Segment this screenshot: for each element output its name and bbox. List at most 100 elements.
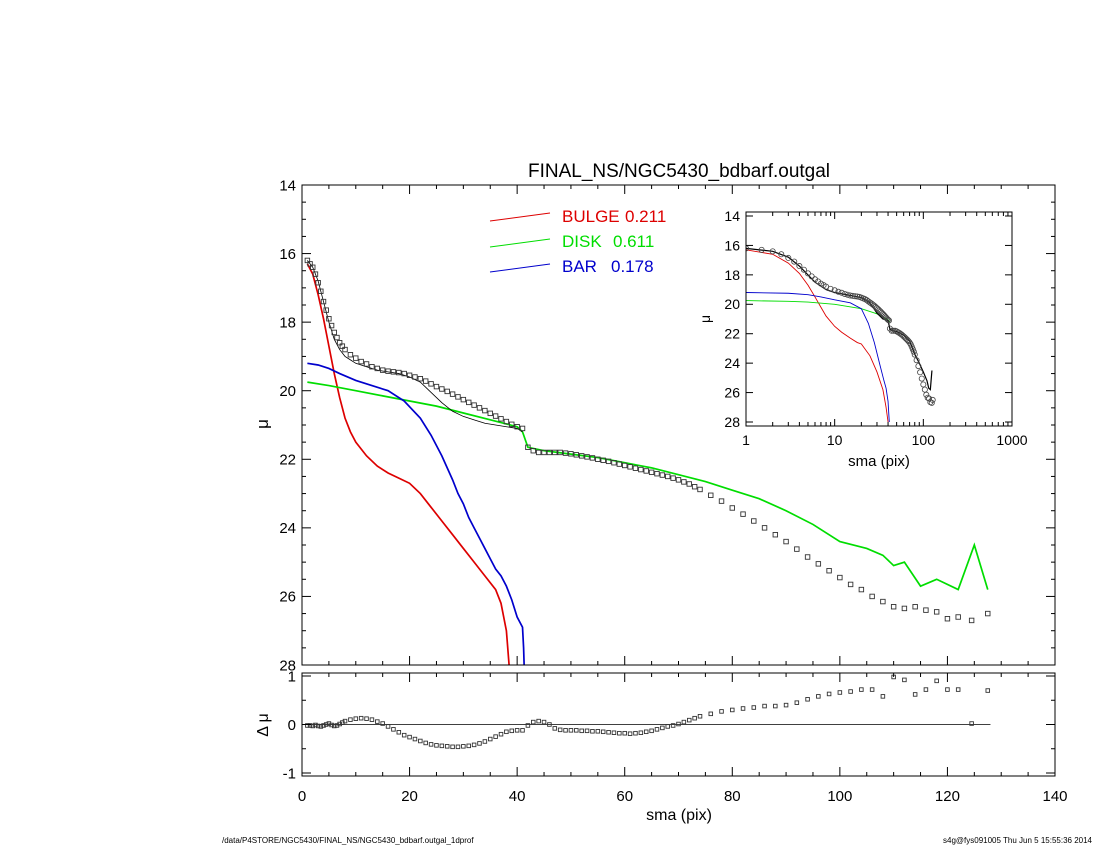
inset-observed-point (791, 258, 798, 265)
inset-ytick-label: 22 (724, 326, 740, 342)
residual-point (391, 727, 396, 732)
residual-point (552, 726, 558, 731)
inset-observed-point (835, 288, 842, 295)
observed-point (968, 617, 975, 624)
residual-point (719, 709, 724, 714)
observed-point (342, 346, 348, 353)
residual-point (348, 717, 353, 722)
inset-ytick-label: 24 (724, 355, 740, 371)
main-ytick-label: 16 (279, 246, 296, 263)
observed-point (901, 605, 908, 612)
footer-timestamp: s4g@fys091005 Thu Jun 5 15:55:36 2014 (943, 836, 1092, 845)
main-ytick-label: 14 (279, 177, 296, 194)
observed-point (944, 616, 951, 622)
residual-point (676, 721, 681, 727)
observed-point (353, 355, 359, 361)
main-plot-axes: 14 16 18 20 22 24 26 28 (279, 177, 1056, 674)
observed-point (659, 472, 666, 478)
residual-point (985, 688, 991, 693)
residual-point (692, 715, 697, 721)
observed-point (933, 609, 940, 615)
observed-point (605, 458, 612, 465)
legend-disk-label: DISK (562, 232, 602, 251)
inset-observed-point (852, 293, 859, 300)
residual-point (816, 694, 821, 699)
residual-point (318, 724, 324, 729)
residual-point (708, 711, 714, 717)
residual-point (358, 715, 364, 721)
residual-point (541, 719, 547, 725)
residual-point (375, 719, 380, 724)
observed-point (552, 449, 558, 456)
residual-point (321, 723, 326, 728)
residual-point (407, 734, 412, 740)
residual-point (633, 730, 638, 736)
observed-point (740, 511, 746, 517)
chart-title: FINAL_NS/NGC5430_bdbarf.outgal (528, 161, 830, 182)
residual-xtick-label: 0 (298, 788, 306, 805)
observed-point (880, 598, 886, 605)
inset-ytick-label: 26 (724, 384, 740, 400)
main-ytick-label: 24 (279, 520, 296, 537)
main-ytick-label: 26 (279, 589, 296, 606)
observed-point (328, 322, 335, 329)
residual-point (313, 722, 318, 728)
residual-point (783, 702, 789, 708)
observed-point (320, 298, 327, 305)
series-model-line (307, 260, 523, 433)
residual-point (385, 724, 391, 729)
residual-point (557, 727, 563, 733)
residual-point (498, 731, 504, 737)
observed-point (837, 574, 843, 581)
residual-plot-series (302, 674, 991, 750)
observed-point (525, 444, 531, 450)
observed-point (466, 399, 472, 406)
residual-point (418, 738, 423, 744)
residual-point (880, 694, 886, 699)
observed-point (985, 610, 991, 617)
residual-point (649, 728, 654, 734)
series-disk-line (307, 381, 989, 591)
residual-xtick-label: 140 (1042, 788, 1067, 805)
residual-point (466, 743, 471, 749)
observed-point (611, 460, 617, 466)
residual-point (654, 727, 660, 732)
residual-point (590, 729, 595, 734)
observed-point (804, 554, 811, 560)
observed-point (315, 280, 321, 286)
residual-point (660, 725, 665, 731)
observed-point (326, 316, 332, 322)
observed-point (369, 364, 375, 370)
observed-point (433, 383, 440, 390)
inset-observed-point (769, 248, 776, 255)
observed-point (318, 288, 324, 294)
inset-observed-point (918, 375, 925, 382)
residual-point (307, 723, 313, 728)
residual-point (547, 722, 552, 727)
inset-observed-point (917, 369, 924, 376)
observed-point (761, 525, 768, 531)
observed-point (406, 372, 413, 378)
residual-point (329, 722, 334, 728)
residual-xtick-label: 100 (827, 788, 852, 805)
inset-plot-series (746, 245, 936, 423)
residual-point (504, 729, 509, 735)
residual-xtick-label: 60 (616, 788, 633, 805)
residual-xtick-label: 120 (935, 788, 960, 805)
observed-point (509, 421, 515, 428)
residual-point (536, 718, 541, 724)
residual-point (471, 742, 477, 748)
residual-point (323, 722, 329, 727)
residual-point (493, 734, 498, 739)
inset-ytick-label: 14 (724, 208, 740, 224)
inset-observed-point (911, 351, 918, 358)
residual-point (627, 731, 633, 736)
inset-ytick-label: 28 (724, 414, 740, 430)
residual-point (488, 736, 493, 742)
residual-ytick-label: 0 (288, 717, 296, 734)
observed-point (589, 455, 596, 461)
observed-point (955, 614, 961, 620)
inset-observed-point (885, 316, 892, 323)
residual-point (762, 703, 767, 709)
residual-point (305, 723, 310, 728)
